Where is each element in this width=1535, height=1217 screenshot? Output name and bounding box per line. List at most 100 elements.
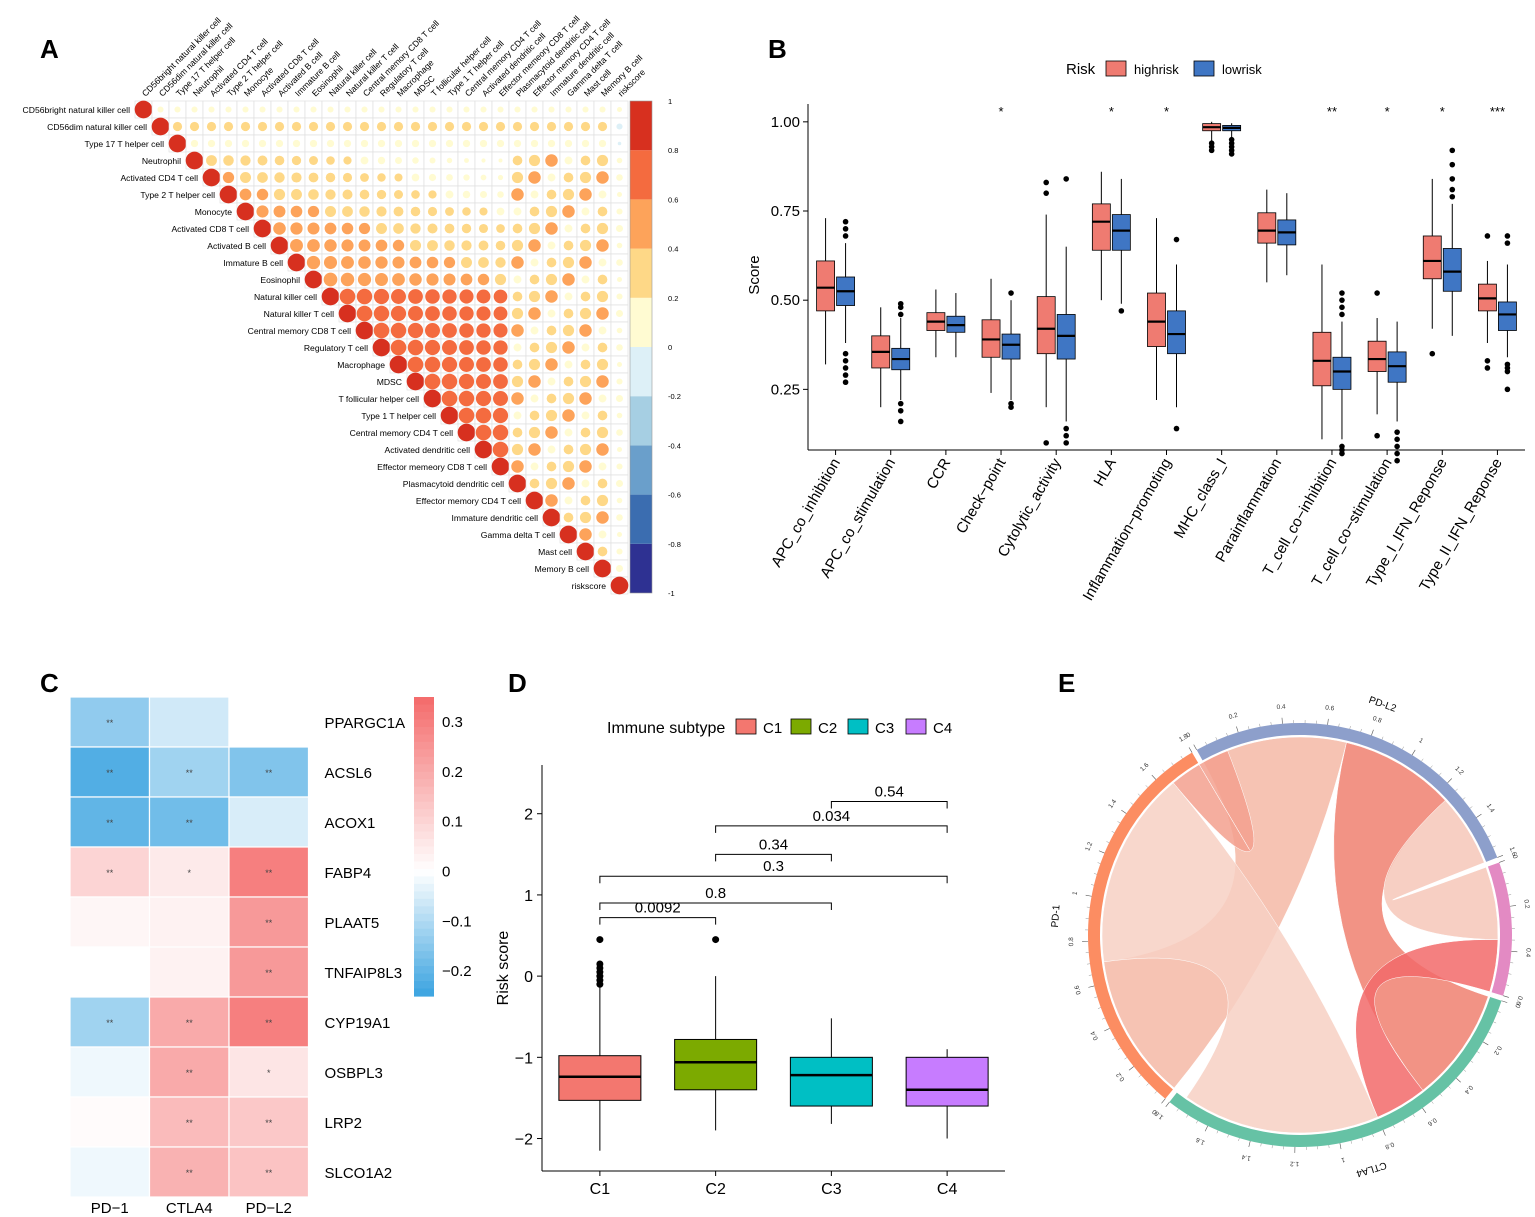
d-comparison-pvalue: 0.34 — [759, 836, 788, 853]
a-corr-dot — [202, 168, 221, 187]
c-significance-mark: ** — [186, 818, 194, 828]
d-legend-title: Immune subtype — [607, 720, 725, 737]
a-corr-dot — [341, 222, 354, 235]
a-corr-dot — [596, 358, 609, 371]
a-row-label: CD56dim natural killer cell — [47, 122, 147, 132]
a-colorbar-segment — [630, 445, 652, 495]
a-corr-dot — [563, 240, 574, 251]
e-sector-label: PD-L2 — [1367, 695, 1398, 715]
a-corr-dot — [290, 222, 303, 235]
a-corr-dot — [530, 258, 539, 267]
a-corr-dot — [478, 257, 489, 268]
c-row-label: ACSL6 — [325, 765, 373, 782]
a-corr-dot — [461, 121, 472, 132]
c-colorbar-segment — [414, 883, 434, 892]
a-row-label: Type 1 T helper cell — [361, 411, 436, 421]
e-axis-tick — [1501, 1000, 1508, 1003]
a-corr-dot — [259, 106, 266, 113]
a-corr-dot — [596, 171, 609, 184]
b-outlier-point — [1484, 233, 1491, 239]
d-outlier-point — [596, 936, 604, 944]
a-corr-dot — [597, 206, 608, 217]
a-corr-dot — [615, 479, 624, 488]
a-corr-dot — [596, 307, 609, 320]
e-axis-tick-label: 0.4 — [1090, 1030, 1100, 1042]
c-row-label: ACOX1 — [325, 815, 376, 832]
a-corr-dot — [616, 174, 623, 181]
c-colorbar-segment — [414, 853, 434, 863]
c-row-label: TNFAIP8L3 — [325, 965, 403, 982]
b-outlier-point — [1504, 361, 1511, 368]
e-axis-tick — [1327, 718, 1329, 725]
e-axis-minor-tick — [1088, 974, 1092, 976]
a-corr-dot — [342, 121, 353, 132]
a-corr-dot — [208, 106, 215, 113]
a-corr-dot — [545, 154, 558, 167]
a-corr-dot — [511, 239, 524, 252]
a-corr-dot — [564, 139, 573, 148]
d-legend-label: C4 — [933, 720, 952, 737]
b-x-tick-label: HLA — [1090, 456, 1119, 490]
a-corr-dot — [373, 305, 390, 322]
a-corr-dot — [428, 190, 437, 199]
c-significance-mark: ** — [186, 768, 194, 778]
a-corr-dot — [324, 239, 337, 252]
a-corr-dot — [359, 189, 370, 200]
d-legend-swatch — [790, 718, 812, 735]
a-corr-dot — [321, 287, 340, 306]
a-corr-dot — [616, 361, 623, 368]
a-corr-dot — [443, 273, 456, 286]
b-outlier-point — [842, 372, 849, 378]
a-corr-dot — [616, 276, 623, 283]
a-corr-dot — [564, 156, 573, 165]
a-corr-dot — [257, 155, 268, 166]
a-corr-dot — [528, 375, 541, 388]
e-axis-minor-tick — [1508, 894, 1512, 896]
a-corr-dot — [442, 323, 457, 338]
a-corr-dot — [475, 390, 492, 407]
e-axis-minor-tick — [1502, 872, 1506, 874]
a-corr-dot — [425, 306, 440, 321]
a-corr-dot — [412, 157, 419, 164]
a-corr-dot — [530, 190, 539, 199]
a-corr-dot — [424, 322, 441, 339]
b-outlier-point — [842, 379, 849, 386]
a-corr-dot — [441, 356, 458, 373]
a-corr-dot — [494, 273, 507, 286]
a-corr-dot — [562, 477, 575, 490]
e-axis-minor-tick — [1430, 765, 1433, 769]
a-corr-dot — [599, 106, 606, 113]
e-axis-tick — [1098, 850, 1105, 854]
c-heatmap-cell — [228, 1096, 310, 1148]
e-axis-minor-tick — [1238, 1138, 1240, 1142]
e-axis-minor-tick — [1455, 788, 1458, 792]
a-corr-dot — [511, 256, 524, 269]
a-corr-dot — [564, 496, 573, 505]
a-corr-dot — [327, 106, 334, 113]
e-axis-minor-tick — [1462, 797, 1466, 800]
e-axis-minor-tick — [1469, 806, 1473, 809]
a-corr-dot — [513, 275, 522, 284]
b-outlier-point — [1449, 193, 1456, 200]
a-corr-dot — [462, 139, 471, 148]
a-corr-dot — [480, 106, 487, 113]
a-corr-dot — [529, 478, 540, 489]
e-axis-tick — [1104, 1028, 1110, 1032]
a-corr-dot — [241, 139, 250, 148]
c-heatmap-cell — [148, 746, 230, 798]
a-corr-dot — [546, 461, 557, 472]
c-significance-mark: ** — [186, 1068, 194, 1078]
b-outlier-point — [1504, 233, 1511, 239]
e-axis-minor-tick — [1176, 1108, 1179, 1112]
a-corr-dot — [338, 304, 357, 323]
a-corr-dot — [377, 156, 386, 165]
a-corr-dot — [476, 357, 491, 372]
e-axis-minor-tick — [1488, 1031, 1492, 1034]
a-corr-dot — [424, 339, 441, 356]
a-corr-dot — [531, 106, 538, 113]
e-chord-link — [1355, 939, 1499, 1118]
a-corr-dot — [513, 207, 522, 216]
d-comparison-pvalue: 0.54 — [875, 784, 904, 801]
a-corr-dot — [459, 289, 474, 304]
a-corr-dot — [358, 222, 371, 235]
